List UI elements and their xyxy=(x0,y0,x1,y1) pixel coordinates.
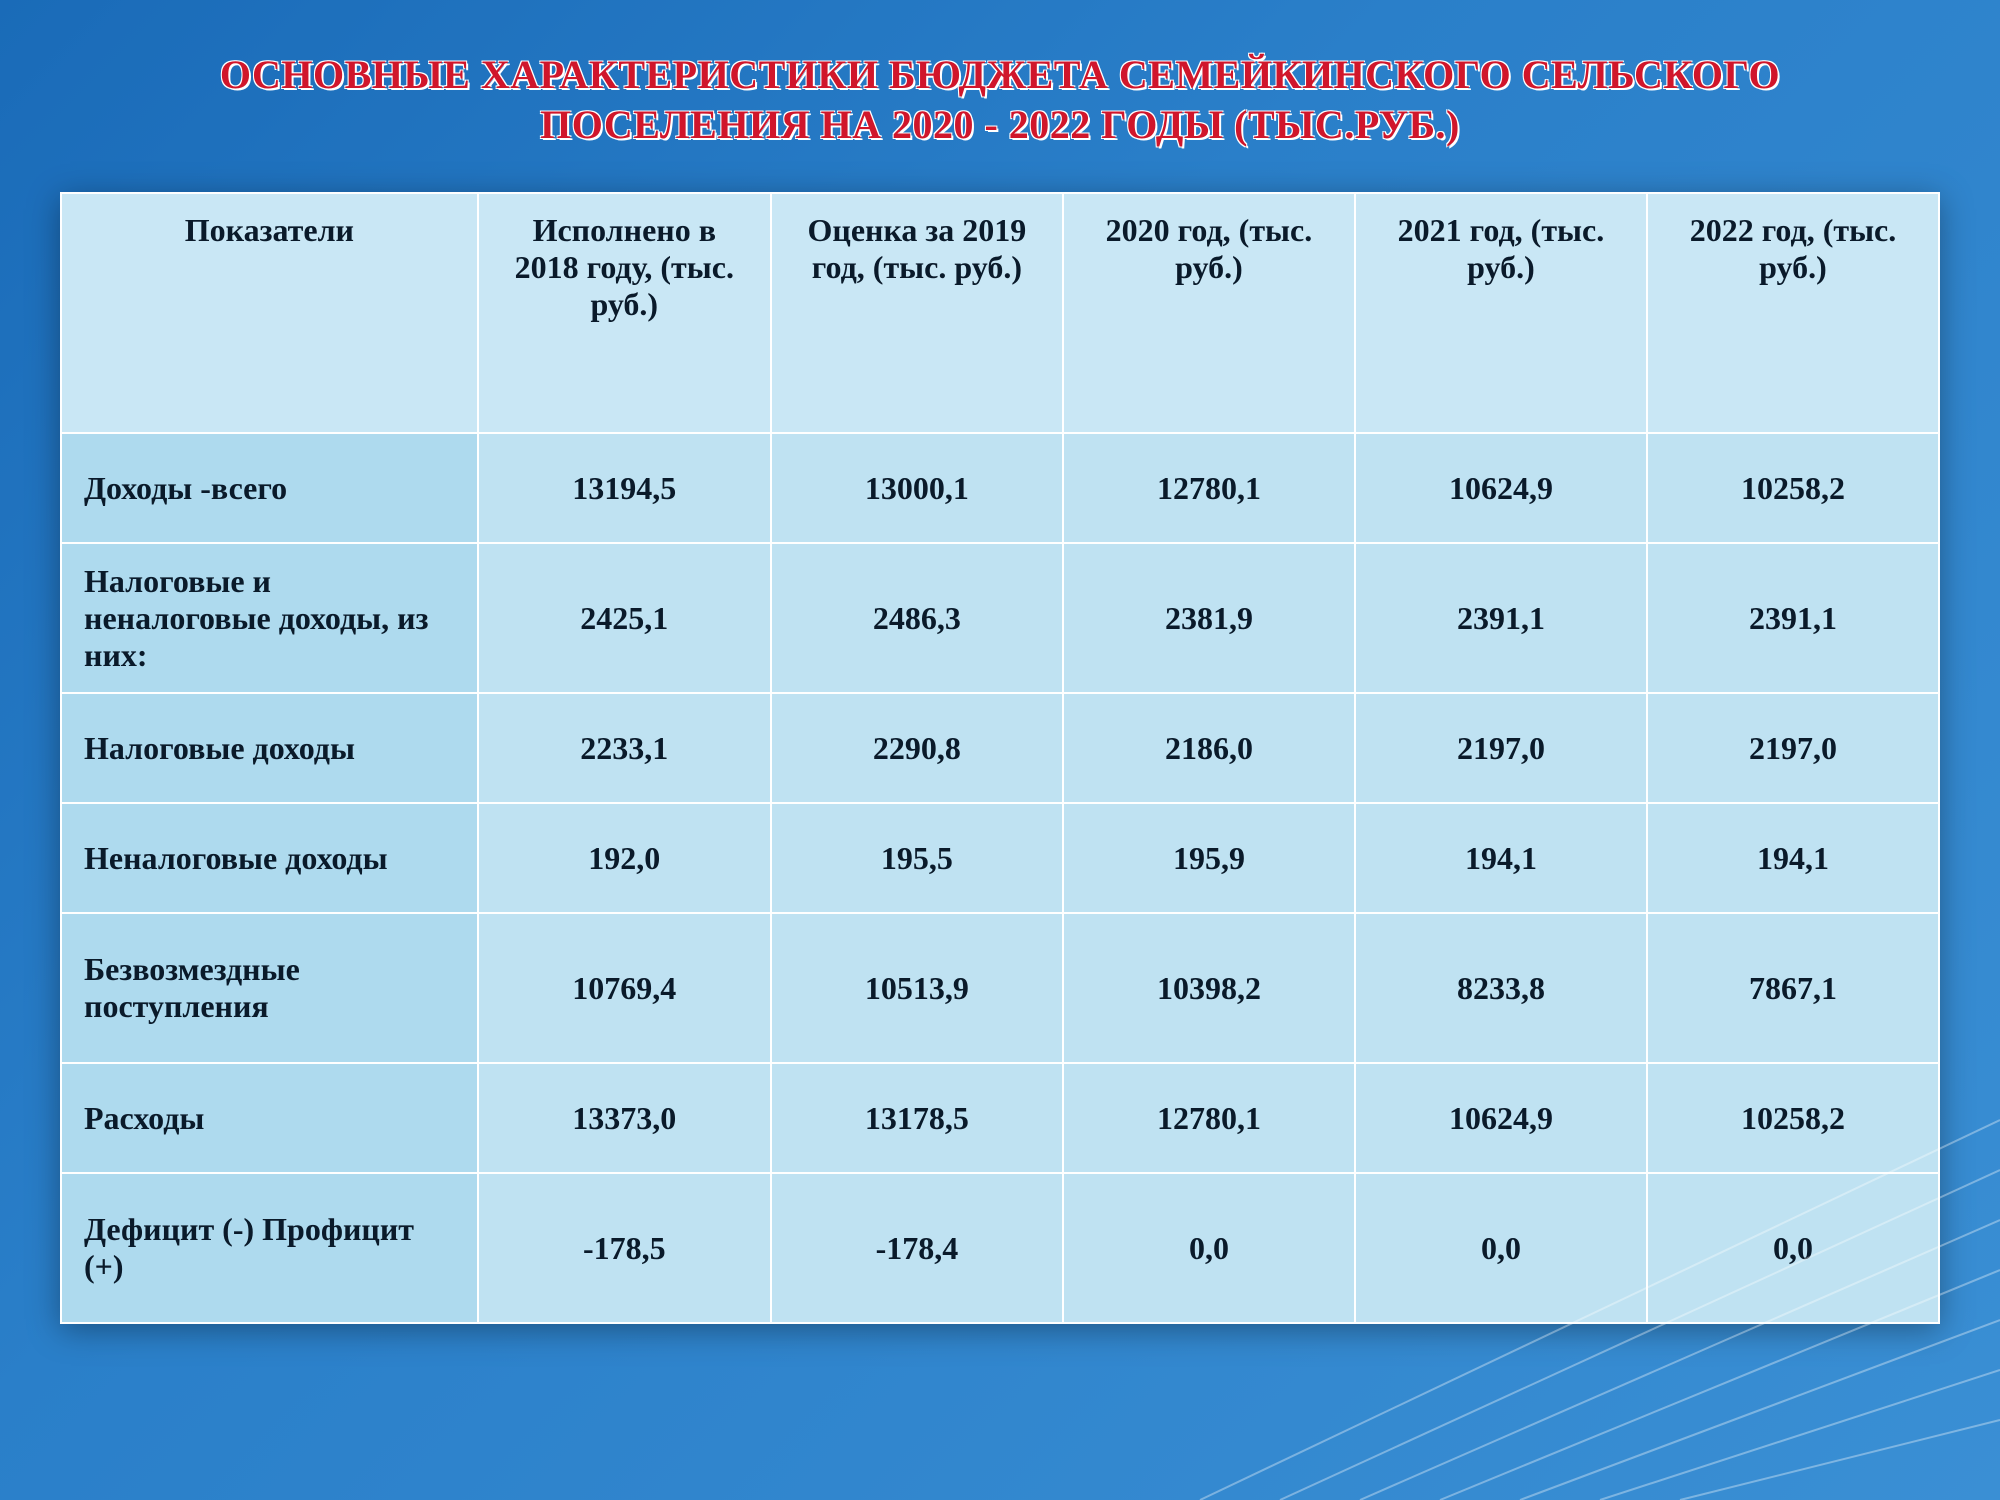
cell-value: 10258,2 xyxy=(1647,1063,1939,1173)
cell-value: 2186,0 xyxy=(1063,693,1355,803)
cell-value: 13000,1 xyxy=(771,433,1063,543)
row-label: Безвозмездные поступления xyxy=(61,913,478,1063)
cell-value: 13178,5 xyxy=(771,1063,1063,1173)
table-row: Безвозмездные поступления10769,410513,91… xyxy=(61,913,1939,1063)
cell-value: 13194,5 xyxy=(478,433,771,543)
cell-value: -178,4 xyxy=(771,1173,1063,1323)
table-row: Налоговые доходы2233,12290,82186,02197,0… xyxy=(61,693,1939,803)
cell-value: 10769,4 xyxy=(478,913,771,1063)
cell-value: 2391,1 xyxy=(1355,543,1647,693)
cell-value: 10624,9 xyxy=(1355,433,1647,543)
cell-value: 10624,9 xyxy=(1355,1063,1647,1173)
cell-value: 13373,0 xyxy=(478,1063,771,1173)
row-label: Налоговые доходы xyxy=(61,693,478,803)
cell-value: 10513,9 xyxy=(771,913,1063,1063)
cell-value: 194,1 xyxy=(1355,803,1647,913)
table-body: Доходы -всего13194,513000,112780,110624,… xyxy=(61,433,1939,1323)
col-header: 2021 год, (тыс. руб.) xyxy=(1355,193,1647,433)
cell-value: 2486,3 xyxy=(771,543,1063,693)
cell-value: 2197,0 xyxy=(1647,693,1939,803)
col-header: Исполнено в 2018 году, (тыс. руб.) xyxy=(478,193,771,433)
row-label: Налоговые и неналоговые доходы, из них: xyxy=(61,543,478,693)
cell-value: 192,0 xyxy=(478,803,771,913)
budget-table: Показатели Исполнено в 2018 году, (тыс. … xyxy=(60,192,1940,1324)
row-label: Неналоговые доходы xyxy=(61,803,478,913)
col-header: 2020 год, (тыс. руб.) xyxy=(1063,193,1355,433)
cell-value: 2197,0 xyxy=(1355,693,1647,803)
cell-value: 10258,2 xyxy=(1647,433,1939,543)
table-row: Дефицит (-) Профицит (+)-178,5-178,40,00… xyxy=(61,1173,1939,1323)
table-header: Показатели Исполнено в 2018 году, (тыс. … xyxy=(61,193,1939,433)
cell-value: 2381,9 xyxy=(1063,543,1355,693)
cell-value: 12780,1 xyxy=(1063,1063,1355,1173)
col-header: Показатели xyxy=(61,193,478,433)
col-header: 2022 год, (тыс. руб.) xyxy=(1647,193,1939,433)
title-line-1: ОСНОВНЫЕ ХАРАКТЕРИСТИКИ БЮДЖЕТА СЕМЕЙКИН… xyxy=(220,52,1780,97)
table-row: Доходы -всего13194,513000,112780,110624,… xyxy=(61,433,1939,543)
table-row: Расходы13373,013178,512780,110624,910258… xyxy=(61,1063,1939,1173)
cell-value: 2391,1 xyxy=(1647,543,1939,693)
slide: ОСНОВНЫЕ ХАРАКТЕРИСТИКИ БЮДЖЕТА СЕМЕЙКИН… xyxy=(0,0,2000,1500)
row-label: Доходы -всего xyxy=(61,433,478,543)
cell-value: 195,5 xyxy=(771,803,1063,913)
title-line-2: ПОСЕЛЕНИЯ НА 2020 - 2022 ГОДЫ (ТЫС.РУБ.) xyxy=(540,102,1460,147)
cell-value: -178,5 xyxy=(478,1173,771,1323)
cell-value: 0,0 xyxy=(1355,1173,1647,1323)
cell-value: 2425,1 xyxy=(478,543,771,693)
cell-value: 2290,8 xyxy=(771,693,1063,803)
cell-value: 2233,1 xyxy=(478,693,771,803)
table-header-row: Показатели Исполнено в 2018 году, (тыс. … xyxy=(61,193,1939,433)
cell-value: 194,1 xyxy=(1647,803,1939,913)
row-label: Расходы xyxy=(61,1063,478,1173)
table-row: Налоговые и неналоговые доходы, из них:2… xyxy=(61,543,1939,693)
cell-value: 0,0 xyxy=(1647,1173,1939,1323)
cell-value: 0,0 xyxy=(1063,1173,1355,1323)
cell-value: 8233,8 xyxy=(1355,913,1647,1063)
cell-value: 195,9 xyxy=(1063,803,1355,913)
row-label: Дефицит (-) Профицит (+) xyxy=(61,1173,478,1323)
col-header: Оценка за 2019 год, (тыс. руб.) xyxy=(771,193,1063,433)
table-row: Неналоговые доходы192,0195,5195,9194,119… xyxy=(61,803,1939,913)
cell-value: 12780,1 xyxy=(1063,433,1355,543)
page-title: ОСНОВНЫЕ ХАРАКТЕРИСТИКИ БЮДЖЕТА СЕМЕЙКИН… xyxy=(60,50,1940,150)
cell-value: 10398,2 xyxy=(1063,913,1355,1063)
cell-value: 7867,1 xyxy=(1647,913,1939,1063)
